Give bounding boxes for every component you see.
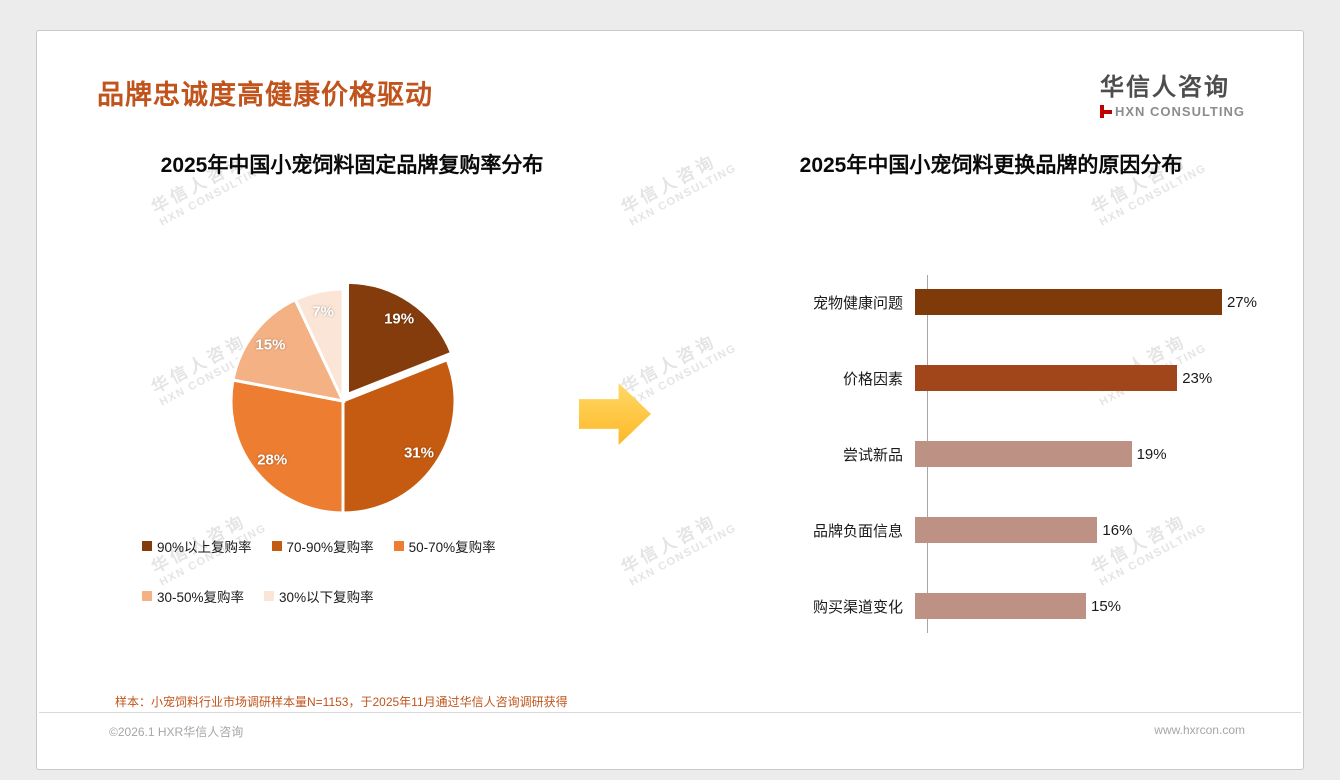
legend-swatch-icon bbox=[393, 541, 404, 551]
arrow-right-icon bbox=[579, 383, 651, 445]
bar-row: 品牌负面信息 16% bbox=[767, 515, 1257, 545]
pie-data-label: 7% bbox=[312, 303, 334, 320]
logo-en-text: HXN CONSULTING bbox=[1114, 104, 1245, 119]
pie-data-label: 15% bbox=[255, 337, 285, 354]
footer-divider bbox=[39, 712, 1301, 713]
legend-swatch-icon bbox=[271, 541, 282, 551]
pie-data-label: 31% bbox=[404, 445, 434, 462]
legend-label: 70-90%复购率 bbox=[286, 540, 374, 555]
bar-category-label: 尝试新品 bbox=[842, 446, 903, 464]
legend-item: 30%以下复购率 bbox=[264, 586, 374, 606]
bar bbox=[915, 517, 1098, 543]
bar-category-label: 宠物健康问题 bbox=[812, 294, 903, 312]
footer-website: www.hxrcon.com bbox=[1154, 723, 1245, 737]
bar-track: 16% bbox=[915, 515, 1257, 545]
logo-en-row: HXN CONSULTING bbox=[1099, 104, 1245, 119]
legend-label: 90%以上复购率 bbox=[157, 540, 252, 555]
pie-slice bbox=[293, 287, 345, 402]
legend-swatch-icon bbox=[264, 591, 275, 601]
logo-cn-text: 华信人咨询 bbox=[1099, 74, 1230, 101]
pie-slice bbox=[231, 297, 346, 404]
legend-item: 90%以上复购率 bbox=[142, 536, 252, 556]
bar-value-label: 15% bbox=[1091, 597, 1122, 615]
pie-data-label: 19% bbox=[384, 310, 414, 327]
pie-slice bbox=[229, 378, 345, 515]
footer: ©2026.1 HXR华信人咨询 www.hxrcon.com bbox=[109, 723, 1245, 740]
bar-value-label: 23% bbox=[1182, 369, 1213, 387]
pie-chart-title: 2025年中国小宠饲料固定品牌复购率分布 bbox=[160, 154, 544, 177]
bar-row: 尝试新品 19% bbox=[767, 439, 1257, 469]
bar-track: 15% bbox=[915, 591, 1257, 621]
bar-value-label: 19% bbox=[1136, 445, 1167, 463]
bar-value-label: 27% bbox=[1226, 293, 1257, 311]
pie-legend: 90%以上复购率 70-90%复购率 50-70%复购率 30-50%复购率 30%以下… bbox=[142, 536, 542, 636]
legend-swatch-icon bbox=[142, 541, 152, 551]
sample-footnote: 样本：小宠饲料行业市场调研样本量N=1153，于2025年11月通过华信人咨询调… bbox=[115, 695, 568, 709]
bar bbox=[915, 441, 1132, 467]
bar-chart: 宠物健康问题 27% 价格因素 23% 尝试新品 19% 品牌负面信息 16% 购买渠道变化 15… bbox=[767, 287, 1257, 621]
slide: 华信人咨询 HXN CONSULTING 华信人咨询 HXN CONSULTING 华信… bbox=[36, 30, 1304, 770]
logo-mark-icon bbox=[1099, 105, 1112, 118]
pie-chart: 19% 31% 28% 15% 7% bbox=[229, 280, 457, 515]
page-title: 品牌忠诚度高健康价格驱动 bbox=[97, 80, 433, 110]
bar-row: 宠物健康问题 27% bbox=[767, 287, 1257, 317]
bar-row: 价格因素 23% bbox=[767, 363, 1257, 393]
bar bbox=[915, 365, 1178, 391]
bar-category-label: 品牌负面信息 bbox=[812, 522, 903, 540]
bar bbox=[915, 593, 1086, 619]
pie-slice bbox=[345, 280, 454, 397]
legend-label: 30-50%复购率 bbox=[157, 590, 245, 605]
bar-value-label: 16% bbox=[1102, 521, 1133, 539]
legend-item: 30-50%复购率 bbox=[142, 586, 244, 606]
bar-chart-title: 2025年中国小宠饲料更换品牌的原因分布 bbox=[799, 154, 1183, 177]
bar-track: 23% bbox=[915, 363, 1257, 393]
bar bbox=[915, 289, 1222, 315]
bar-category-label: 购买渠道变化 bbox=[812, 598, 903, 616]
legend-item: 50-70%复购率 bbox=[393, 536, 496, 556]
legend-swatch-icon bbox=[142, 591, 152, 601]
footer-copyright: ©2026.1 HXR华信人咨询 bbox=[109, 725, 244, 739]
pie-data-label: 28% bbox=[257, 452, 287, 469]
bar-track: 19% bbox=[915, 439, 1257, 469]
bar-row: 购买渠道变化 15% bbox=[767, 591, 1257, 621]
legend-label: 50-70%复购率 bbox=[408, 540, 496, 555]
pie-slice bbox=[341, 357, 457, 515]
company-logo: 华信人咨询 HXN CONSULTING bbox=[1099, 67, 1245, 119]
bar-category-label: 价格因素 bbox=[842, 370, 903, 388]
legend-item: 70-90%复购率 bbox=[271, 536, 374, 556]
legend-label: 30%以下复购率 bbox=[279, 590, 374, 605]
bar-track: 27% bbox=[915, 287, 1257, 317]
